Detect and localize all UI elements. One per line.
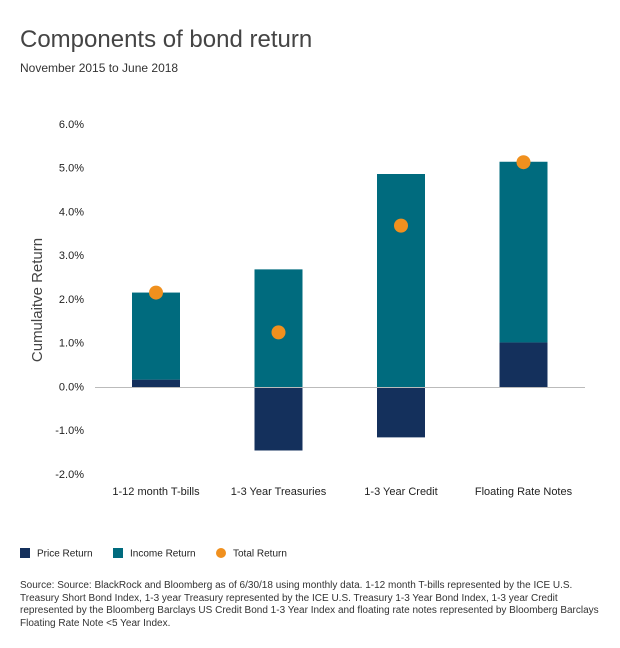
- legend-swatch: [216, 548, 226, 558]
- bar-segment: [377, 387, 425, 438]
- x-tick-label: Floating Rate Notes: [475, 486, 573, 498]
- legend-label: Total Return: [233, 549, 287, 560]
- x-tick-label: 1-3 Year Credit: [364, 486, 437, 498]
- chart-subtitle: November 2015 to June 2018: [20, 61, 179, 75]
- y-tick-label: 4.0%: [59, 206, 84, 218]
- y-tick-label: -2.0%: [55, 469, 84, 481]
- total-dot: [394, 218, 408, 233]
- source-note: Source: Source: BlackRock and Bloomberg …: [20, 580, 599, 629]
- y-axis-label: Cumulaitve Return: [29, 238, 46, 362]
- bar-segment: [499, 161, 548, 343]
- y-tick-label: 6.0%: [59, 119, 84, 131]
- x-tick-label: 1-3 Year Treasuries: [231, 486, 327, 498]
- y-tick-label: 2.0%: [59, 294, 84, 306]
- bar-segment: [132, 379, 180, 388]
- total-dot: [149, 285, 163, 300]
- legend-label: Income Return: [130, 549, 196, 560]
- y-tick-label: 3.0%: [59, 250, 84, 262]
- x-tick-label: 1-12 month T-bills: [112, 486, 200, 498]
- bar-segment: [254, 387, 303, 451]
- chart-title: Components of bond return: [20, 26, 313, 53]
- legend-swatch: [113, 548, 123, 558]
- bar-segment: [132, 292, 180, 380]
- legend-swatch: [20, 548, 30, 558]
- legend-label: Price Return: [37, 549, 93, 560]
- bar-segment: [377, 174, 425, 388]
- y-tick-label: -1.0%: [55, 425, 84, 437]
- total-dot: [516, 155, 531, 170]
- total-dot: [271, 325, 286, 340]
- chart: Cumulaitve Return -2.0% -1.0% 0.0% 1.0% 2.0%…: [20, 119, 585, 560]
- y-tick-label: 0.0%: [59, 381, 84, 393]
- y-tick-label: 5.0%: [59, 163, 84, 175]
- bar-segment: [499, 342, 548, 388]
- y-tick-label: 1.0%: [59, 338, 84, 350]
